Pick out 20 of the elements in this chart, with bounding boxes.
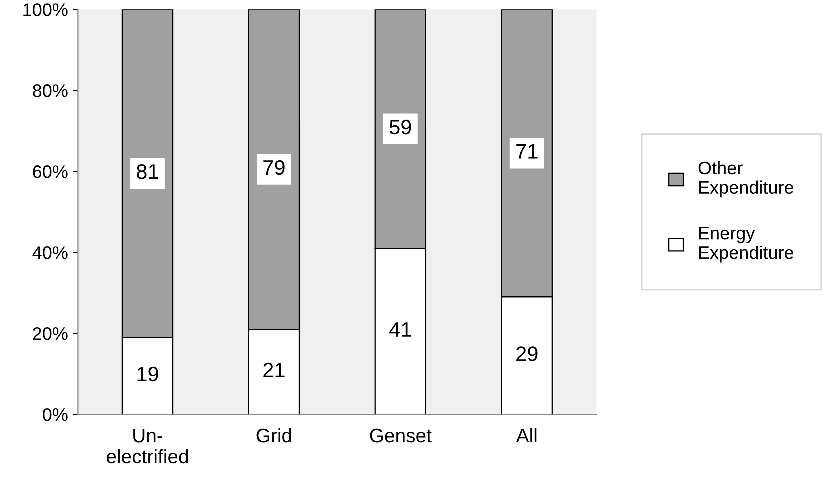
data-label: 59 [390, 120, 412, 135]
x-tick-label: Genset [370, 428, 432, 443]
y-tick-label: 0% [43, 408, 68, 422]
y-tick-label: 40% [32, 246, 68, 260]
legend-label: Energy Expenditure [699, 227, 794, 263]
x-tick-label: Grid [256, 428, 292, 443]
y-tick-label: 100% [24, 4, 68, 16]
legend-label: Other Expenditure [698, 161, 794, 198]
y-tick-label: 20% [33, 327, 68, 340]
data-label: 19 [138, 366, 158, 382]
x-tick-label: Un- electrified [106, 429, 188, 464]
x-tick-label: All [516, 428, 537, 442]
data-label: 29 [516, 346, 538, 362]
data-label: 71 [516, 144, 538, 159]
y-tick-label: 80% [33, 84, 68, 98]
data-label: 81 [137, 164, 158, 180]
y-tick-label: 60% [33, 166, 68, 178]
data-label: 21 [264, 362, 285, 378]
data-label: 41 [390, 322, 412, 337]
data-label: 79 [264, 160, 285, 176]
